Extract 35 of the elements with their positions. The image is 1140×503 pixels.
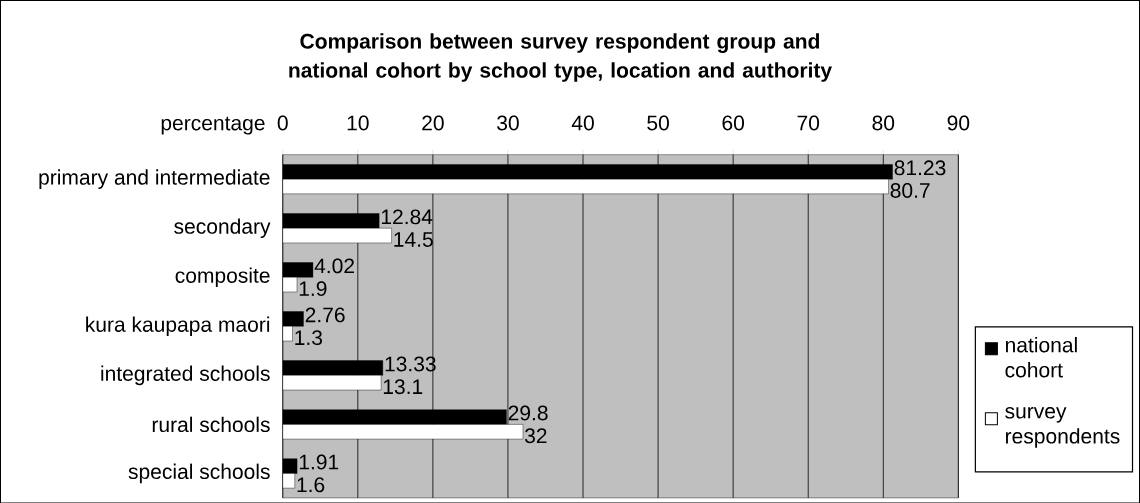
data-label: 13.33 <box>385 356 436 372</box>
data-label: 13.1 <box>383 379 423 394</box>
data-label: 80.7 <box>890 182 930 198</box>
data-label: 14.5 <box>394 232 433 247</box>
data-label: 1.6 <box>297 477 325 492</box>
x-tick-label: 90 <box>947 115 970 131</box>
chart-title: Comparison between survey respondent group and national cohort by school type, location and authority <box>289 33 832 82</box>
data-label: 1.3 <box>295 329 323 345</box>
y-tick-label: secondary <box>174 218 271 238</box>
data-label: 81.23 <box>894 160 946 176</box>
x-tick-label: 80 <box>872 115 895 131</box>
data-label: 2.76 <box>305 307 345 323</box>
y-tick-label: integrated schools <box>101 365 270 385</box>
x-tick-label: 30 <box>497 115 519 131</box>
data-label: 32 <box>524 428 547 443</box>
x-tick-label: 0 <box>277 115 288 131</box>
y-tick-label: kura kaupapa maori <box>86 316 270 336</box>
x-tick-label: 20 <box>422 115 444 131</box>
y-tick-label: rural schools <box>152 416 270 432</box>
legend-label: survey respondents <box>1005 406 1120 448</box>
x-axis-title: percentage <box>161 116 265 135</box>
y-tick-label: primary and intermediate <box>39 169 270 189</box>
x-tick-label: 70 <box>797 115 820 131</box>
legend-label: national cohort <box>1005 336 1077 378</box>
x-tick-label: 40 <box>571 115 594 131</box>
y-tick-label: special schools <box>128 463 270 483</box>
x-tick-label: 60 <box>722 115 745 131</box>
data-label: 1.91 <box>299 454 339 470</box>
x-tick-label: 50 <box>647 115 669 131</box>
data-label: 12.84 <box>381 209 433 225</box>
y-tick-label: composite <box>175 267 270 287</box>
x-tick-label: 10 <box>347 115 369 131</box>
data-label: 29.8 <box>508 405 548 421</box>
data-label: 1.9 <box>299 280 327 296</box>
data-label: 4.02 <box>314 258 354 274</box>
